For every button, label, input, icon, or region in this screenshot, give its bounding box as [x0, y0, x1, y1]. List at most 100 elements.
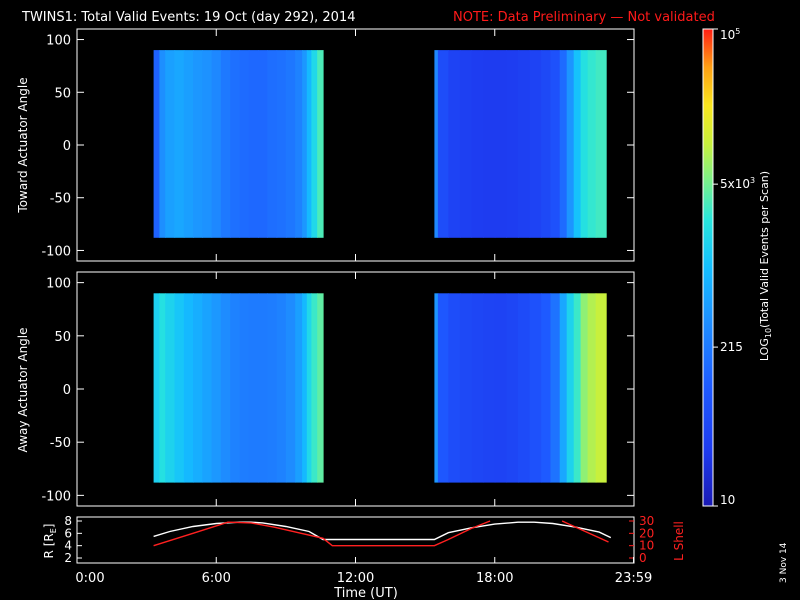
- heatmap-cell: [267, 293, 278, 483]
- heatmap-cell: [211, 50, 222, 238]
- radius-line: [153, 521, 612, 541]
- heatmap-cell: [267, 50, 278, 238]
- colorbar-label: LOG10(Total Valid Events per Scan): [758, 171, 773, 361]
- heatmap-cell: [448, 50, 461, 238]
- heatmap-cell: [159, 293, 166, 483]
- x-tick-label: 0:00: [75, 571, 104, 586]
- colorbar-frame: [702, 28, 714, 507]
- heatmap-cell: [587, 50, 597, 238]
- heatmap-cell: [595, 50, 607, 238]
- x-tick-label: 23:59: [615, 571, 652, 586]
- heatmap-cell: [285, 293, 296, 483]
- preliminary-note: NOTE: Data Preliminary — Not validated: [453, 10, 715, 25]
- heatmap-cell: [165, 50, 176, 238]
- heatmap-cell: [506, 293, 519, 483]
- heatmap-cell: [529, 50, 542, 238]
- heatmap-cell: [211, 293, 222, 483]
- heatmap-cell: [459, 50, 473, 238]
- heatmap-cell: [239, 293, 250, 483]
- heatmap-cell: [248, 293, 259, 483]
- heatmap-cell: [159, 50, 166, 238]
- heatmap-cell: [311, 293, 318, 483]
- y-tick-label: -50: [50, 192, 71, 207]
- lshell-axis-label: L Shell: [672, 521, 686, 561]
- heatmap-cell: [302, 293, 308, 483]
- time-axis-label: Time (UT): [333, 586, 398, 600]
- left-tick-label: 8: [64, 514, 72, 528]
- heatmap-cell: [276, 293, 287, 483]
- heatmap-cell: [311, 50, 318, 238]
- heatmap-cell: [559, 50, 568, 238]
- heatmap-block-2: [434, 50, 607, 238]
- heatmap-cell: [573, 293, 582, 483]
- heatmap-cell: [193, 50, 203, 238]
- heatmap-cell: [580, 293, 589, 483]
- heatmap-cell: [437, 50, 449, 238]
- y-tick-label: -50: [50, 436, 71, 451]
- colorbar-tick-label: 215: [720, 340, 743, 354]
- y-tick-label: 0: [63, 139, 71, 154]
- heatmap-cell: [306, 293, 312, 483]
- colorbar-tick-label: 105: [720, 27, 740, 42]
- heatmap-cell: [295, 50, 303, 238]
- y-tick-label: -100: [41, 489, 71, 504]
- heatmap-cell: [174, 50, 185, 238]
- heatmap-cell: [448, 293, 461, 483]
- heatmap-cell: [258, 50, 268, 238]
- x-tick-label: 18:00: [476, 571, 513, 586]
- heatmap-cell: [174, 293, 185, 483]
- heatmap-cell: [550, 293, 561, 483]
- heatmap-cell: [258, 293, 268, 483]
- heatmap-cell: [459, 293, 473, 483]
- right-tick-label: 30: [639, 514, 654, 528]
- away-ylabel: Away Actuator Angle: [16, 327, 30, 452]
- colorbar-tick-label: 10: [720, 493, 735, 507]
- y-tick-label: 50: [54, 330, 71, 345]
- heatmap-cell: [541, 293, 552, 483]
- heatmap-cell: [230, 50, 241, 238]
- x-tick-label: 12:00: [337, 571, 374, 586]
- heatmap-cell: [165, 293, 176, 483]
- heatmap-cell: [518, 293, 531, 483]
- heatmap-cell: [566, 50, 575, 238]
- right-tick-label: 0: [639, 551, 647, 565]
- heatmap-cell: [153, 293, 160, 483]
- heatmap-cell: [295, 293, 303, 483]
- lshell-line: [153, 520, 491, 547]
- heatmap-cell: [541, 50, 552, 238]
- colorbar-gradient-bar: [703, 29, 713, 506]
- heatmap-cell: [587, 293, 597, 483]
- chart-title: TWINS1: Total Valid Events: 19 Oct (day …: [21, 10, 356, 25]
- x-tick-label: 6:00: [202, 571, 231, 586]
- heatmap-cell: [506, 50, 519, 238]
- left-tick-label: 2: [64, 551, 72, 565]
- heatmap-cell: [494, 50, 507, 238]
- heatmap-cell: [550, 50, 561, 238]
- toward-ylabel: Toward Actuator Angle: [16, 77, 30, 213]
- heatmap-cell: [529, 293, 542, 483]
- y-tick-label: -100: [41, 244, 71, 259]
- toward-heatmap-panel: -100 -50 0 50 100: [41, 28, 635, 262]
- y-tick-label: 100: [46, 34, 71, 49]
- away-heatmap-panel: -100 -50 0 50 100: [41, 271, 635, 507]
- heatmap-cell: [494, 293, 507, 483]
- heatmap-cell: [566, 293, 575, 483]
- heatmap-cell: [302, 50, 308, 238]
- right-tick-label: 10: [639, 539, 654, 553]
- heatmap-cell: [153, 50, 160, 238]
- right-tick-label: 20: [639, 526, 654, 540]
- heatmap-block-1: [153, 293, 324, 483]
- heatmap-cell: [317, 50, 324, 238]
- y-tick-label: 50: [54, 86, 71, 101]
- colorbar: 10 215 5x103 105 LOG10(Total Valid Events pe…: [702, 27, 773, 507]
- y-tick-label: 100: [46, 277, 71, 292]
- lshell-line: [561, 520, 609, 543]
- heatmap-cell: [220, 293, 231, 483]
- heatmap-cell: [220, 50, 231, 238]
- heatmap-cell: [471, 50, 484, 238]
- left-tick-label: 4: [64, 539, 72, 553]
- heatmap-cell: [573, 50, 582, 238]
- heatmap-cell: [193, 293, 203, 483]
